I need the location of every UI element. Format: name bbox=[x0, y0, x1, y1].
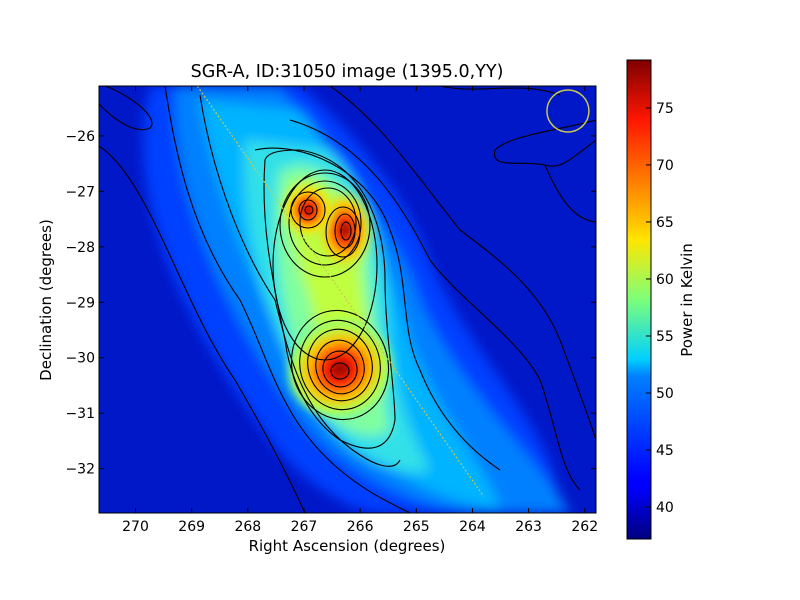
contour bbox=[290, 309, 390, 421]
y-tick-label: −26 bbox=[65, 129, 95, 145]
colorbar-tick-label: 45 bbox=[656, 443, 674, 459]
contour bbox=[329, 86, 596, 441]
contour bbox=[290, 191, 326, 229]
colorbar-tick-label: 50 bbox=[656, 386, 674, 402]
heatmap-image bbox=[99, 86, 596, 513]
y-tick-label: −32 bbox=[65, 462, 95, 478]
contour bbox=[289, 119, 581, 491]
x-tick-label: 265 bbox=[403, 519, 430, 535]
contour bbox=[304, 205, 314, 215]
contour bbox=[254, 147, 501, 471]
contour bbox=[439, 86, 561, 96]
x-axis: 270 269 268 267 266 265 264 263 262 bbox=[122, 86, 598, 535]
contour bbox=[164, 86, 411, 513]
contour bbox=[263, 149, 396, 449]
y-axis-label: Declination (degrees) bbox=[37, 219, 55, 381]
beam-circle bbox=[546, 89, 590, 133]
y-tick-label: −27 bbox=[65, 184, 95, 200]
contour bbox=[322, 350, 358, 388]
y-tick-label: −28 bbox=[65, 240, 95, 256]
contour bbox=[199, 94, 401, 467]
x-tick-label: 268 bbox=[234, 519, 261, 535]
colorbar-tick-label: 40 bbox=[656, 500, 674, 516]
x-tick-label: 266 bbox=[347, 519, 374, 535]
y-tick-label: −31 bbox=[65, 406, 95, 422]
contour bbox=[288, 180, 362, 266]
colorbar-tick-label: 65 bbox=[656, 215, 674, 231]
colorbar bbox=[626, 59, 652, 540]
y-tick-label: −30 bbox=[65, 351, 95, 367]
contour bbox=[299, 319, 381, 411]
y-axis: −26 −27 −28 −29 −30 −31 −32 bbox=[65, 129, 596, 478]
colorbar-tick-label: 75 bbox=[656, 101, 674, 117]
colorbar-tick-label: 55 bbox=[656, 329, 674, 345]
colorbar-tick-label: 70 bbox=[656, 158, 674, 174]
colorbar-label: Power in Kelvin bbox=[678, 243, 696, 357]
plot-frame bbox=[98, 85, 597, 514]
x-tick-label: 263 bbox=[515, 519, 542, 535]
contour bbox=[307, 328, 373, 402]
contour bbox=[315, 339, 365, 395]
contour bbox=[299, 187, 357, 257]
x-tick-label: 267 bbox=[291, 519, 318, 535]
contour bbox=[340, 221, 352, 241]
colorbar-axis: 40 45 50 55 60 65 70 75 bbox=[646, 101, 674, 516]
contour bbox=[494, 119, 596, 167]
x-axis-label: Right Ascension (degrees) bbox=[249, 537, 446, 555]
x-tick-label: 269 bbox=[178, 519, 205, 535]
contour bbox=[334, 213, 356, 249]
north-west-peak-glow bbox=[278, 178, 338, 242]
colorbar-tick-label: 60 bbox=[656, 272, 674, 288]
y-tick-label: −29 bbox=[65, 295, 95, 311]
contour bbox=[330, 362, 350, 380]
x-tick-label: 264 bbox=[459, 519, 486, 535]
contour bbox=[99, 86, 153, 131]
chart-title: SGR-A, ID:31050 image (1395.0,YY) bbox=[191, 62, 504, 82]
contour-lines bbox=[99, 86, 596, 513]
contour bbox=[298, 199, 318, 221]
x-tick-label: 270 bbox=[122, 519, 149, 535]
contour bbox=[279, 172, 371, 278]
galactic-plane-line bbox=[196, 86, 485, 497]
contour bbox=[325, 206, 361, 258]
contour bbox=[544, 164, 596, 223]
x-tick-label: 262 bbox=[571, 519, 598, 535]
contour bbox=[99, 145, 306, 513]
